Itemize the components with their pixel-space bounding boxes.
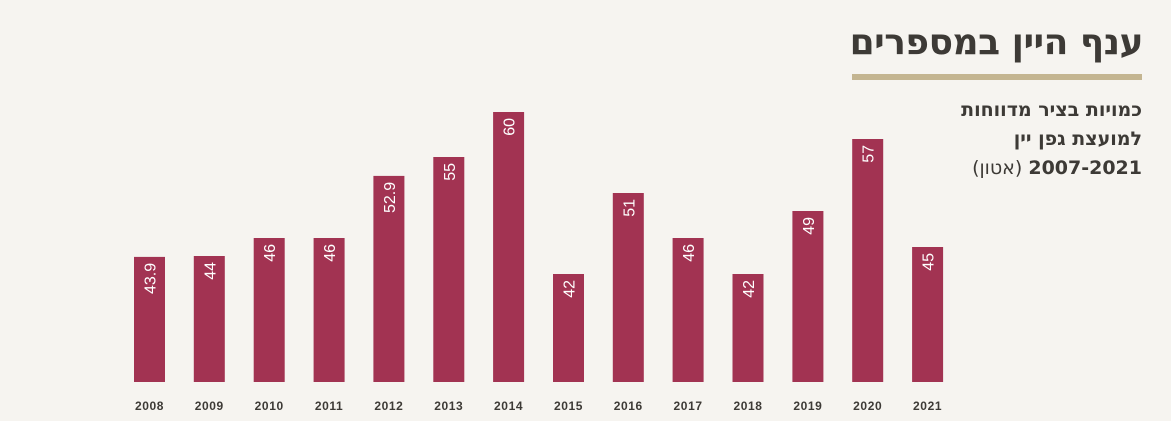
value-label-2019: 49 <box>801 217 818 235</box>
bar-2012 <box>373 175 405 382</box>
x-tick-label-2010: 2010 <box>255 399 284 413</box>
x-tick-label-2016: 2016 <box>614 399 643 413</box>
value-label-2012: 52.9 <box>382 182 399 213</box>
bar-2013 <box>433 157 465 382</box>
bar-2015 <box>553 274 584 382</box>
subtitle-line-2: למועצת גפן יין <box>1013 128 1142 150</box>
bar-2021 <box>912 247 944 382</box>
value-label-2020: 57 <box>861 145 878 163</box>
bars-group <box>134 112 944 382</box>
bar-2014 <box>493 112 525 382</box>
value-label-2014: 60 <box>502 118 519 136</box>
subtitle-years: 2007-2021 <box>1028 157 1142 179</box>
x-tick-label-2018: 2018 <box>733 399 762 413</box>
value-label-2011: 46 <box>322 244 339 262</box>
x-tick-label-2021: 2021 <box>913 399 942 413</box>
subtitle-line-1: כמויות בציר מדווחות <box>961 99 1142 121</box>
chart-title: ענף היין במספרים <box>849 22 1144 63</box>
subtitle-line-3: 2007-2021 (אטון) <box>842 154 1142 183</box>
bar-2009 <box>193 256 225 382</box>
x-tick-label-2017: 2017 <box>674 399 703 413</box>
value-label-2013: 55 <box>442 163 459 181</box>
x-tick-label-2009: 2009 <box>195 399 224 413</box>
bar-2019 <box>792 211 824 382</box>
bar-2008 <box>134 256 165 382</box>
chart-subtitle: כמויות בציר מדווחות למועצת גפן יין 2007-… <box>842 96 1142 183</box>
value-label-2008: 43.9 <box>143 263 160 294</box>
x-axis-labels: 2008 2009 2010 2011 2012 2013 2014 2015 2016 2017… <box>135 399 942 413</box>
value-label-2018: 42 <box>741 280 758 298</box>
x-tick-label-2020: 2020 <box>853 399 882 413</box>
x-tick-label-2008: 2008 <box>135 399 164 413</box>
bar-2016 <box>612 193 644 382</box>
value-label-2009: 44 <box>202 262 219 280</box>
value-label-2015: 42 <box>562 280 579 298</box>
x-tick-label-2012: 2012 <box>374 399 403 413</box>
x-tick-label-2019: 2019 <box>793 399 822 413</box>
bar-2018 <box>732 274 764 382</box>
x-tick-label-2011: 2011 <box>315 399 343 413</box>
bar-2020 <box>852 139 884 382</box>
value-label-2021: 45 <box>921 253 938 271</box>
x-tick-label-2013: 2013 <box>434 399 463 413</box>
value-label-2017: 46 <box>681 244 698 262</box>
x-tick-label-2014: 2014 <box>494 399 523 413</box>
bar-2011 <box>313 238 345 382</box>
value-labels-group: 43.9 44 46 46 52.9 55 60 42 51 46 42 49 57 45 <box>143 118 938 298</box>
bar-2010 <box>253 238 285 382</box>
title-underline <box>852 74 1142 80</box>
subtitle-unit: (אטון) <box>972 157 1023 179</box>
bar-2017 <box>672 238 704 382</box>
x-tick-label-2015: 2015 <box>554 399 583 413</box>
value-label-2016: 51 <box>621 199 638 217</box>
value-label-2010: 46 <box>262 244 279 262</box>
